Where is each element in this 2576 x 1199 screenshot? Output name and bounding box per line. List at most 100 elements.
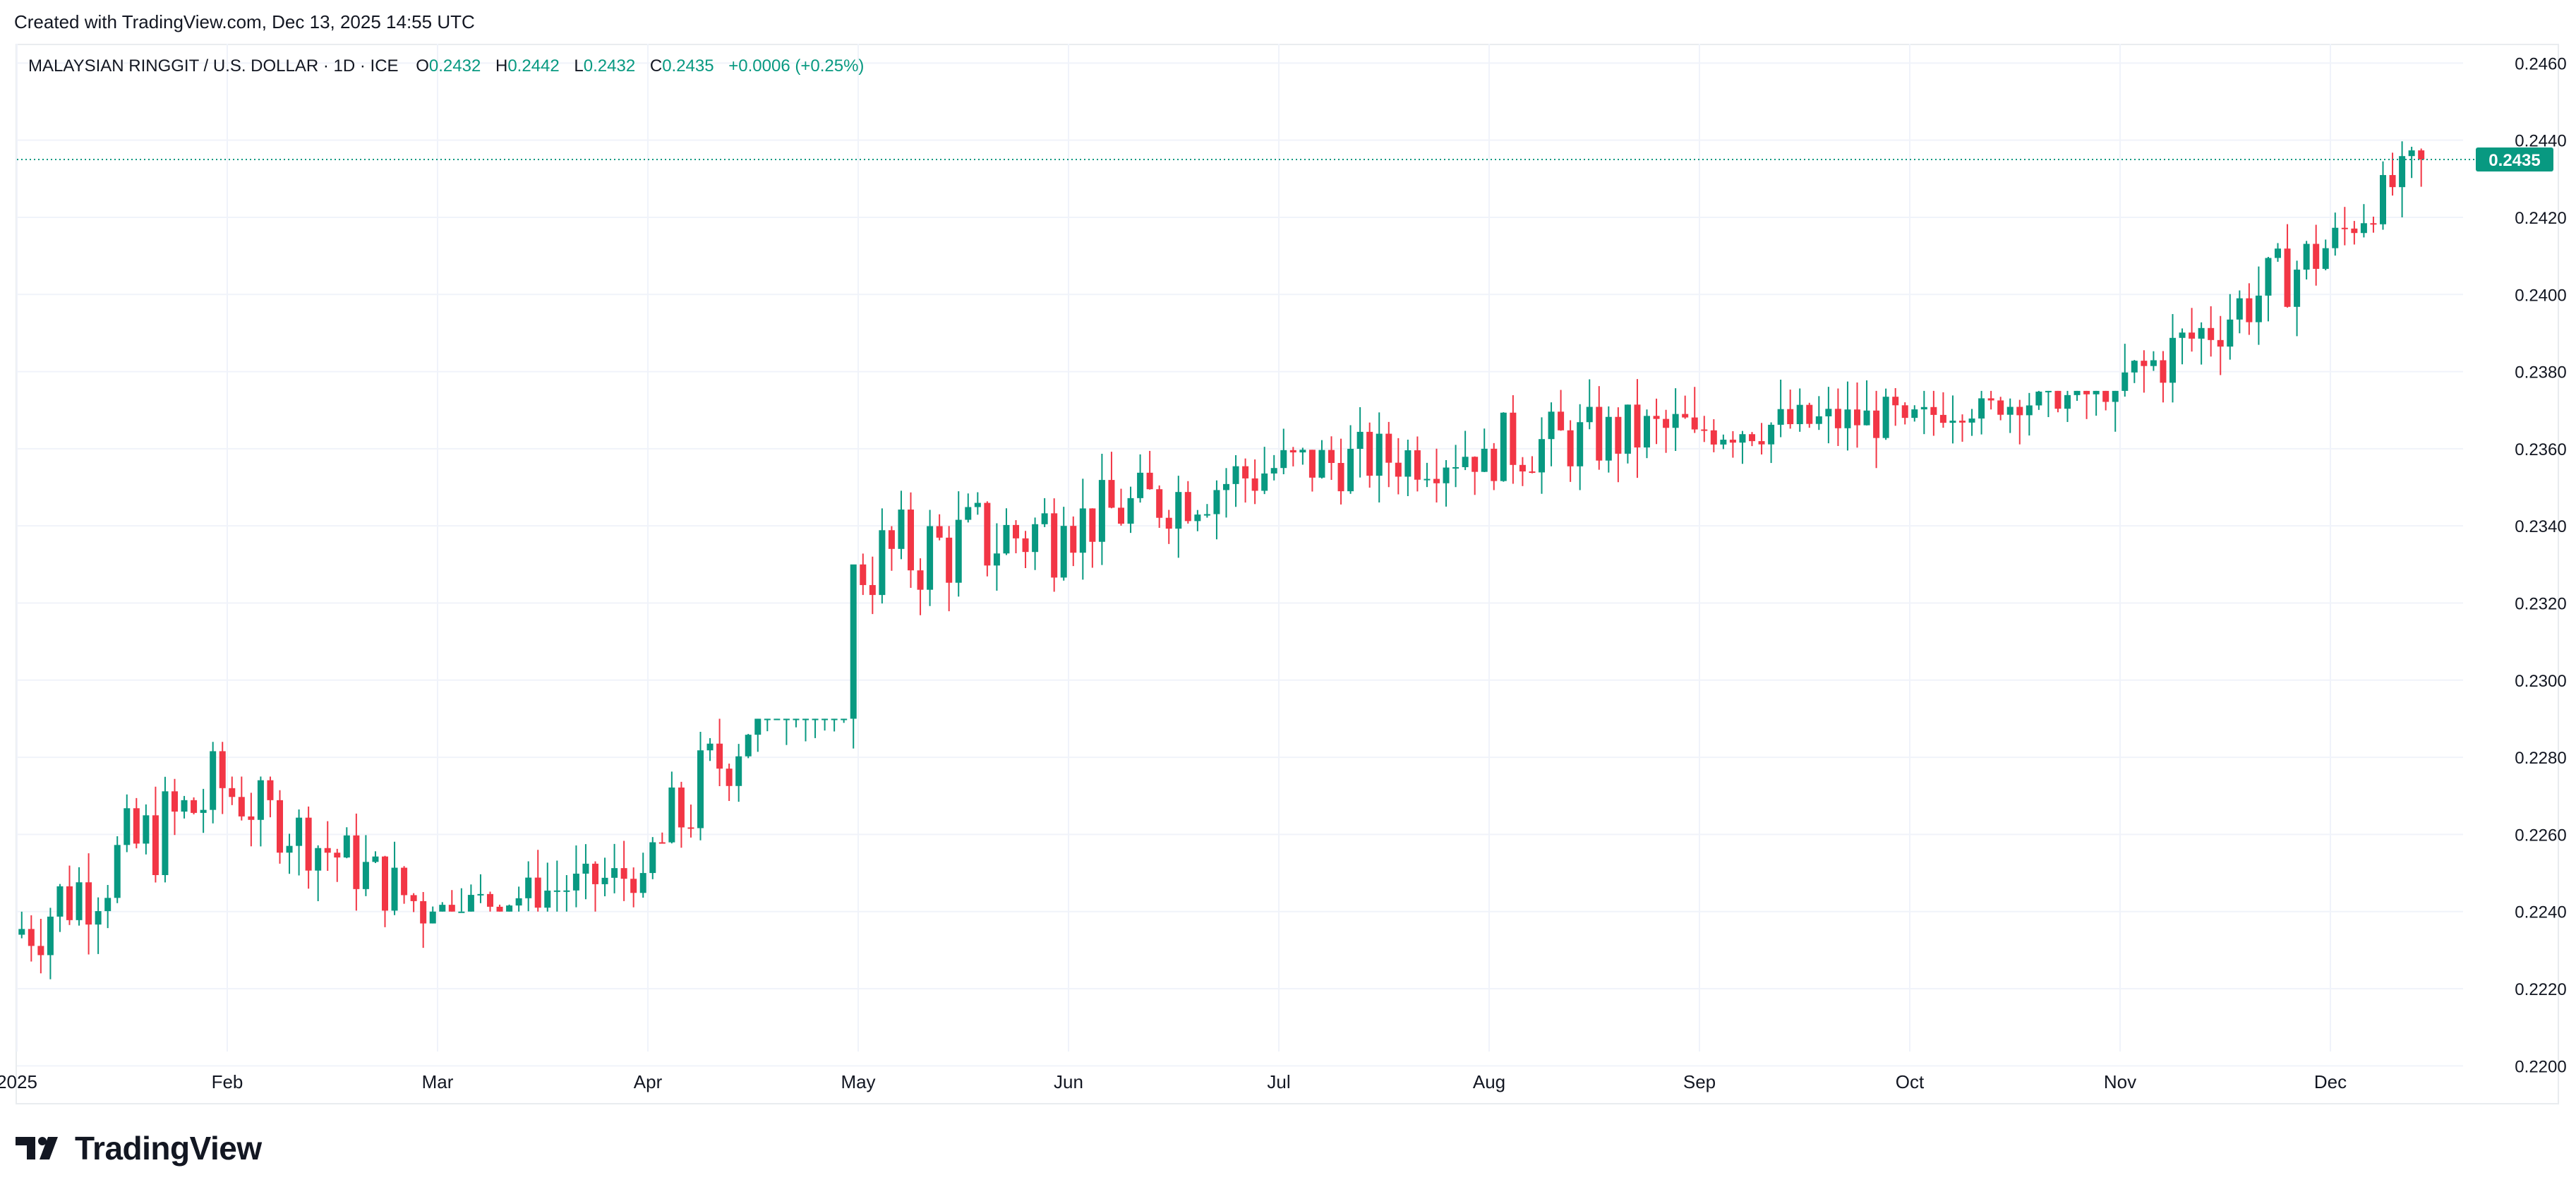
candle-body [668,787,675,843]
x-tick-label: Dec [2314,1071,2347,1092]
price-chart[interactable]: 0.2200 0.2220 0.2240 0.2260 0.2280 0.2300 0.23… [0,0,2576,1122]
candle-body [1796,404,1803,425]
candle-body [2294,270,2301,307]
logo-text: TradingView [75,1130,262,1167]
candle-body [1203,514,1210,516]
candle-body [401,867,408,896]
candle-body [410,895,417,901]
candle-body [697,750,704,829]
candle-body [1806,404,1813,424]
candle-body [2408,150,2415,157]
candle-body [1672,414,1679,428]
candle-body [2035,391,2042,406]
candle-body [1701,429,1708,431]
candle-body [2303,243,2310,270]
candle-body [1491,448,1498,481]
candle-body [1376,433,1383,476]
candle-body [1939,414,1946,423]
candle-body [171,791,178,812]
legend-low-label: L [574,56,584,76]
y-tick-label: 0.2220 [2515,980,2566,999]
candle-body [296,817,303,846]
candle-body [515,898,522,906]
candle-body [1777,409,1784,425]
candle-body [1749,434,1755,442]
candle-body [1395,462,1402,477]
y-tick-label: 0.2460 [2515,54,2566,73]
candle-body [630,879,637,893]
tradingview-logo[interactable]: TradingView [16,1129,262,1167]
candle-body [28,929,35,946]
candle-body [152,815,159,876]
candle-body [1892,397,1899,406]
y-tick-label: 0.2320 [2515,594,2566,613]
candle-body [1644,416,1650,448]
candle-body [2112,390,2119,402]
candle-body [2121,372,2129,391]
candle-body [774,718,781,721]
candle-body [965,507,972,520]
candle-body [1165,517,1172,529]
candle-body [2179,332,2186,338]
candle-body [420,900,427,924]
candle-body [1213,490,1220,514]
candle-body [812,718,819,721]
y-tick-label: 0.2340 [2515,517,2566,536]
candle-body [1882,397,1889,438]
candle-body [1041,513,1048,524]
candle-body [286,845,293,853]
candle-body [18,929,25,935]
candle-body [1318,450,1325,478]
candle-body [1615,416,1622,454]
candle-body [343,835,350,858]
candle-body [1510,412,1517,465]
candle-body [1032,524,1039,553]
candle-body [191,800,198,813]
candle-body [1519,464,1526,472]
x-tick-label: 2025 [0,1071,37,1092]
candle-body [104,898,112,912]
candle-body [1022,538,1029,553]
candle-body [2275,248,2281,258]
candle-body [1356,431,1364,449]
candle-body [1108,480,1115,508]
candle-body [1663,418,1670,428]
candle-body [1328,450,1335,464]
candle-body [1184,492,1191,522]
x-tick-label: Mar [422,1071,454,1092]
candle-body [2198,327,2205,339]
candle-body [1003,524,1010,554]
candle-body [1414,450,1421,480]
candle-body [1404,450,1412,477]
candle-body [572,873,579,891]
candle-body [324,848,331,853]
candle-body [879,530,886,596]
candle-body [1987,398,1994,401]
candle-body [143,815,150,844]
candle-body [1605,416,1612,461]
candle-body [1815,416,1822,424]
candle-body [1930,406,1937,415]
candle-body [2093,390,2100,394]
candle-body [1289,450,1296,453]
candle-body [1347,448,1354,492]
x-tick-label: May [841,1071,875,1092]
candle-body [277,800,283,853]
candle-body [802,718,809,721]
candle-body [611,868,618,878]
x-tick-label: Apr [634,1071,663,1092]
candle-body [1146,472,1153,490]
candle-body [2169,337,2176,383]
candle-body [1051,513,1058,578]
candle-body [1577,422,1584,466]
candle-body [2265,258,2272,296]
candle-body [716,743,723,769]
candle-body [1834,409,1841,428]
candle-body [1175,492,1182,529]
candle-body [735,756,742,786]
candle-body [2054,390,2062,409]
candle-body [2351,228,2358,234]
candle-body [353,835,360,889]
candle-body [1471,457,1479,472]
candle-body [1567,430,1574,466]
